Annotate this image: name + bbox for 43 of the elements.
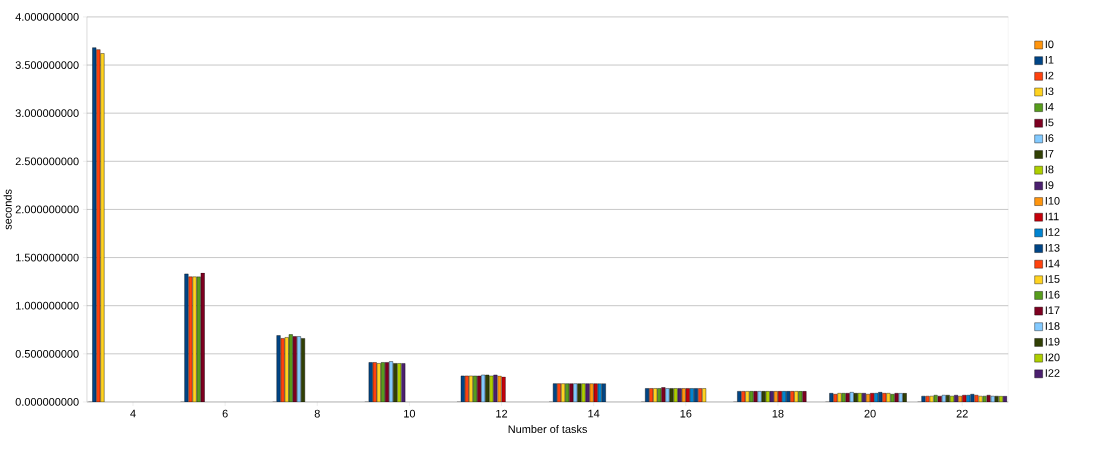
x-axis-title: Number of tasks	[508, 425, 588, 434]
x-tick-label: 4	[130, 409, 136, 418]
legend-label: I11	[1045, 212, 1059, 221]
y-tick-label: 2.000000000	[15, 205, 79, 214]
x-tick-label: 18	[772, 409, 784, 418]
legend-label: I12	[1045, 228, 1060, 237]
x-tick-label: 6	[222, 409, 228, 418]
legend-label: I22	[1045, 369, 1060, 378]
legend-label: I4	[1045, 103, 1054, 111]
y-tick-label: 0.000000000	[15, 398, 79, 407]
y-tick-label: 1.000000000	[16, 302, 79, 310]
legend-label: I19	[1045, 337, 1060, 346]
x-tick-label: 22	[956, 409, 968, 418]
legend-label: I8	[1045, 165, 1054, 174]
legend-label: I20	[1045, 353, 1060, 362]
legend-label: I2	[1045, 71, 1054, 80]
legend-label: I10	[1045, 197, 1060, 205]
x-tick-label: 10	[404, 409, 416, 418]
x-tick-label: 14	[588, 409, 600, 418]
y-tick-label: 2.500000000	[15, 157, 79, 166]
legend-label: I14	[1045, 259, 1060, 268]
legend-label: I16	[1045, 291, 1060, 299]
x-tick-label: 8	[314, 409, 320, 418]
legend-label: I1	[1045, 56, 1054, 64]
legend-label: I6	[1045, 134, 1054, 143]
legend-label: I13	[1045, 244, 1060, 252]
legend-label: I5	[1045, 118, 1054, 127]
legend-label: I0	[1045, 40, 1054, 49]
legend-label: I7	[1045, 150, 1054, 158]
y-tick-label: 4.000000000	[15, 13, 79, 21]
y-tick-label: 3.500000000	[15, 61, 79, 70]
x-tick-label: 12	[496, 409, 508, 418]
legend-label: I9	[1045, 181, 1054, 190]
legend-label: I15	[1045, 275, 1060, 284]
legend-label: I17	[1045, 306, 1060, 315]
y-axis-title: seconds	[3, 189, 12, 230]
legend-label: I18	[1045, 322, 1060, 331]
y-tick-label: 3.000000000	[15, 109, 79, 118]
y-tick-label: 0.500000000	[15, 350, 79, 358]
x-tick-label: 20	[864, 409, 876, 418]
legend-label: I3	[1045, 87, 1054, 96]
y-tick-label: 1.500000000	[16, 253, 79, 262]
x-tick-label: 16	[680, 409, 692, 418]
